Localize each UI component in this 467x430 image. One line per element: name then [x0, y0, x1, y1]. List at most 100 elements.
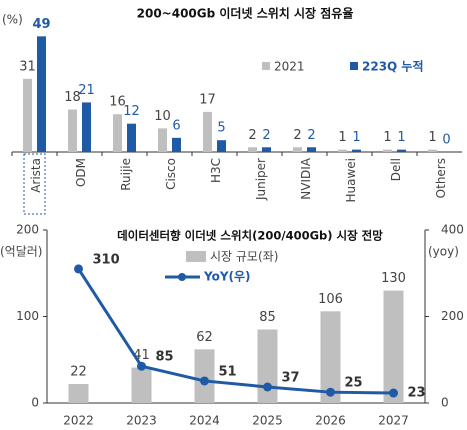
value-label: 310: [93, 252, 120, 267]
value-label: 2: [248, 128, 256, 143]
value-label: 2: [262, 128, 270, 143]
value-label: 0: [442, 133, 450, 148]
bar: [37, 36, 46, 152]
bar: [194, 349, 215, 403]
value-label: 2: [293, 128, 301, 143]
value-label: 62: [196, 330, 213, 345]
y-tick-label: 0: [31, 396, 39, 410]
value-label: 1: [383, 130, 391, 145]
x-tick-label: 2024: [189, 414, 220, 428]
highlight-box: [23, 153, 46, 215]
x-tick-label: 2023: [126, 414, 157, 428]
value-label: 23: [408, 386, 426, 401]
value-label: 106: [318, 292, 343, 307]
x-tick-label: Ruijie: [119, 158, 133, 191]
bar: [257, 329, 278, 403]
y2-tick-label: 400: [441, 223, 464, 237]
point: [200, 376, 209, 386]
value-label: 17: [199, 92, 216, 107]
x-tick-label: Cisco: [164, 158, 178, 190]
y-tick-label: 100: [16, 309, 39, 323]
bar: [23, 78, 32, 152]
y2-tick-label: 200: [441, 309, 464, 323]
x-tick-label: Dell: [389, 158, 403, 181]
value-label: 12: [123, 104, 140, 119]
x-tick-label: 2022: [63, 414, 94, 428]
bar: [217, 140, 226, 152]
point: [326, 387, 335, 397]
chart-title: 데이터센터향 이더넷 스위치(200/400Gb) 시장 전망: [117, 229, 383, 243]
bar: [293, 147, 302, 152]
value-label: 1: [397, 130, 405, 145]
legend-label: 시장 규모(좌): [210, 250, 278, 264]
bar: [172, 137, 181, 152]
point: [389, 388, 398, 398]
value-label: 2: [307, 128, 315, 143]
legend-marker: [178, 273, 186, 281]
y-tick-label: 200: [16, 223, 39, 237]
chart-title: 200~400Gb 이더넷 스위치 시장 점유율: [137, 6, 354, 21]
bar: [68, 109, 77, 152]
bar: [397, 149, 406, 152]
y2-label: (yoy): [428, 245, 459, 259]
value-label: 16: [109, 95, 126, 110]
value-label: 31: [19, 59, 36, 74]
value-label: 1: [352, 130, 360, 145]
value-label: 1: [428, 130, 436, 145]
bar: [320, 311, 341, 403]
value-label: 5: [217, 121, 225, 136]
value-label: 85: [259, 310, 276, 325]
y2-tick-label: 0: [441, 396, 449, 410]
point: [137, 361, 146, 371]
x-tick-label: 2026: [315, 414, 346, 428]
value-label: 130: [381, 271, 406, 286]
bar: [383, 149, 392, 152]
value-label: 1: [338, 130, 346, 145]
legend-label: YoY(우): [203, 270, 251, 284]
bar: [82, 102, 91, 152]
point: [263, 382, 272, 392]
legend-swatch: [350, 62, 358, 70]
value-label: 10: [154, 109, 171, 124]
bar: [131, 367, 152, 403]
x-tick-label: Huawei: [344, 158, 358, 203]
legend-swatch: [262, 62, 270, 70]
bar: [428, 149, 437, 152]
x-tick-label: H3C: [209, 158, 223, 183]
point: [74, 264, 83, 274]
x-tick-label: NVIDIA: [299, 157, 313, 200]
x-tick-label: Juniper: [254, 158, 268, 201]
legend-label: 223Q 누적: [362, 59, 424, 74]
value-label: 51: [219, 364, 237, 379]
bar: [113, 114, 122, 152]
value-label: 25: [345, 376, 363, 391]
value-label: 85: [156, 350, 174, 365]
bar: [262, 147, 271, 152]
value-label: 18: [64, 90, 81, 105]
bar: [203, 111, 212, 152]
x-tick-label: 2025: [252, 414, 283, 428]
value-label: 6: [172, 118, 180, 133]
value-label: 49: [32, 17, 50, 32]
bar: [158, 128, 167, 152]
line: [77, 268, 394, 395]
y-label: (억달러): [0, 245, 42, 259]
x-tick-label: Arista: [29, 158, 43, 193]
legend-swatch: [186, 251, 206, 262]
y-label: (%): [2, 13, 23, 27]
bar: [338, 149, 347, 152]
value-label: 22: [70, 364, 87, 379]
x-tick-label: 2027: [378, 414, 409, 428]
bar: [352, 149, 361, 152]
bar: [127, 123, 136, 152]
legend-label: 2021: [274, 60, 305, 74]
bar: [68, 383, 89, 403]
x-tick-label: Others: [434, 158, 448, 198]
bar: [248, 147, 257, 152]
bar: [383, 290, 404, 403]
value-label: 21: [78, 83, 95, 98]
value-label: 37: [282, 370, 300, 385]
bar: [307, 147, 316, 152]
x-tick-label: ODM: [74, 158, 88, 187]
